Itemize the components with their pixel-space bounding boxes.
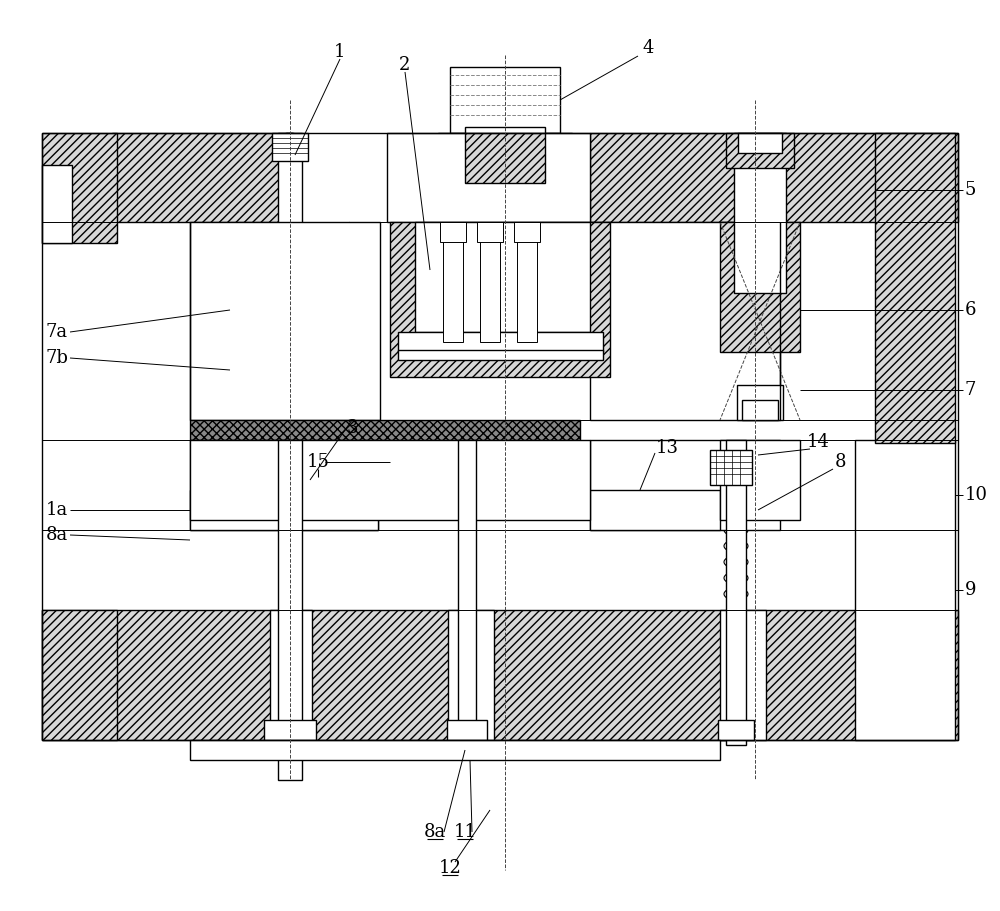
Bar xyxy=(270,610,312,740)
Bar xyxy=(398,350,603,360)
Bar xyxy=(398,332,603,352)
Text: 7a: 7a xyxy=(46,323,68,341)
Bar xyxy=(440,222,466,242)
Bar xyxy=(278,133,302,483)
Bar xyxy=(112,133,287,222)
Text: 14: 14 xyxy=(807,433,829,451)
Bar xyxy=(42,610,958,740)
Text: 1: 1 xyxy=(334,43,346,61)
Bar xyxy=(710,450,752,485)
Bar xyxy=(514,222,540,242)
Bar xyxy=(415,222,590,332)
Text: 9: 9 xyxy=(965,581,976,599)
Bar xyxy=(875,133,955,443)
Bar xyxy=(590,133,880,222)
Bar xyxy=(448,610,494,740)
Bar xyxy=(272,133,308,161)
Bar xyxy=(42,610,117,740)
Text: 15: 15 xyxy=(307,453,329,471)
Text: 7: 7 xyxy=(965,381,976,399)
Bar xyxy=(590,440,780,530)
Text: 12: 12 xyxy=(439,859,461,877)
Bar xyxy=(190,420,580,440)
Bar xyxy=(590,222,780,420)
Text: 10: 10 xyxy=(965,486,988,504)
Bar xyxy=(734,133,786,293)
Bar xyxy=(190,490,378,530)
Bar xyxy=(480,222,500,342)
Bar xyxy=(42,165,72,243)
Bar xyxy=(268,470,312,482)
Bar xyxy=(720,610,766,740)
Bar xyxy=(742,400,778,420)
Bar xyxy=(450,67,560,133)
Bar xyxy=(387,133,590,222)
Bar xyxy=(880,133,958,222)
Bar xyxy=(278,440,302,780)
Bar xyxy=(517,222,537,342)
Text: 8: 8 xyxy=(834,453,846,471)
Bar xyxy=(726,133,794,168)
Bar xyxy=(458,440,476,740)
Text: 2: 2 xyxy=(399,56,411,74)
Text: 8a: 8a xyxy=(424,823,446,841)
Text: 1a: 1a xyxy=(46,501,68,519)
Text: 5: 5 xyxy=(965,181,976,199)
Bar xyxy=(465,133,545,183)
Bar xyxy=(726,440,746,745)
Bar xyxy=(447,720,487,740)
Bar xyxy=(390,222,610,377)
Bar xyxy=(190,740,720,760)
Bar xyxy=(738,133,782,153)
Bar xyxy=(720,440,800,520)
Text: 6: 6 xyxy=(965,301,976,319)
Bar xyxy=(590,490,720,530)
Bar xyxy=(190,440,590,520)
Bar xyxy=(720,222,800,352)
Text: 13: 13 xyxy=(656,439,678,457)
Bar xyxy=(438,133,572,145)
Bar xyxy=(264,720,316,740)
Text: 11: 11 xyxy=(454,823,477,841)
Bar xyxy=(737,385,783,420)
Text: 7b: 7b xyxy=(45,349,68,367)
Bar xyxy=(718,720,754,740)
Bar xyxy=(477,222,503,242)
Text: 3: 3 xyxy=(346,419,358,437)
Bar xyxy=(190,222,380,420)
Text: 8a: 8a xyxy=(46,526,68,544)
Text: 4: 4 xyxy=(642,39,654,57)
Bar xyxy=(465,127,545,200)
Bar xyxy=(443,222,463,342)
Bar xyxy=(855,440,955,740)
Bar xyxy=(42,133,117,243)
Bar xyxy=(190,440,378,530)
